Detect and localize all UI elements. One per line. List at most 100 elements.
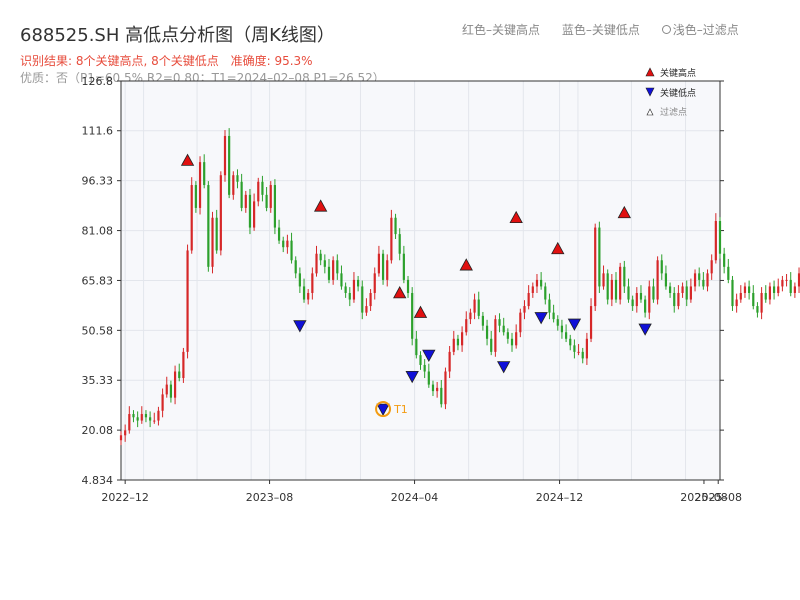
candle-body xyxy=(232,175,235,195)
candle-body xyxy=(198,162,202,208)
candle-body xyxy=(315,253,318,274)
candle-body xyxy=(656,260,659,300)
candle-body xyxy=(772,286,776,293)
candle-body xyxy=(693,273,697,287)
candle-body xyxy=(340,273,343,287)
candle-body xyxy=(702,279,705,287)
legend-low-label: 关键低点 xyxy=(660,87,696,99)
candle-body xyxy=(265,194,268,208)
legend-light-label: 浅色–过滤点 xyxy=(672,23,739,37)
candle-body xyxy=(336,260,339,274)
low-point-marker xyxy=(497,361,511,374)
legend-blue-text: 蓝色–关键低点 xyxy=(561,23,640,37)
candle-body xyxy=(136,417,139,421)
candle-body xyxy=(619,266,622,300)
accuracy-text: 准确度: 95.3% xyxy=(230,54,313,68)
candle-body xyxy=(610,279,613,300)
candle-body xyxy=(548,299,551,313)
candle-body xyxy=(627,286,630,300)
low-point-marker xyxy=(567,318,582,331)
candle-body xyxy=(469,312,472,320)
candle-body xyxy=(373,273,376,293)
candle-body xyxy=(456,338,460,346)
chart-title: 688525.SH 高低点分析图（周K线图） xyxy=(20,25,335,46)
candle-body xyxy=(560,325,564,333)
candle-body xyxy=(182,351,185,379)
candle-body xyxy=(248,194,252,228)
high-point-marker xyxy=(313,199,328,212)
candle-body xyxy=(598,227,601,287)
candle-body xyxy=(502,325,505,333)
candle-body xyxy=(485,325,489,339)
x-tick-label: 2022–12 xyxy=(101,491,149,504)
candle-body xyxy=(319,253,322,261)
high-point-marker xyxy=(509,210,523,224)
low-point-marker xyxy=(376,403,390,416)
header-legend: 红色–关键高点 蓝色–关键低点 浅色–过滤点 xyxy=(462,21,757,38)
y-tick-label: 126.8 xyxy=(82,75,114,88)
candle-body xyxy=(173,371,177,398)
low-point-marker xyxy=(293,320,307,333)
x-tick-label: 2023–08 xyxy=(246,491,294,504)
legend-low-icon xyxy=(645,87,655,97)
legend-filtered-label: 过滤点 xyxy=(660,106,687,118)
candle-body xyxy=(523,306,526,313)
candle-body xyxy=(535,279,539,287)
candle-body xyxy=(365,306,368,313)
low-point-marker xyxy=(534,312,548,325)
candle-body xyxy=(394,217,397,235)
candle-body xyxy=(714,221,717,261)
candle-body xyxy=(402,253,405,280)
candle-body xyxy=(727,266,730,280)
legend-light-text: 浅色–过滤点 xyxy=(661,23,739,37)
candle-body xyxy=(223,135,227,176)
candle-body xyxy=(631,299,634,307)
candle-body xyxy=(706,273,709,287)
candle-body xyxy=(228,135,231,195)
candle-body xyxy=(585,338,588,359)
candle-body xyxy=(577,351,580,353)
legend-filtered-icon xyxy=(646,108,654,116)
candle-body xyxy=(436,387,439,392)
y-tick-label: 35.33 xyxy=(82,374,114,387)
candle-body xyxy=(664,273,668,287)
candle-body xyxy=(377,253,381,274)
high-point-marker xyxy=(551,241,565,255)
high-point-marker xyxy=(180,153,195,166)
candle-body xyxy=(564,332,568,339)
candle-body xyxy=(760,292,763,313)
candle-body xyxy=(298,273,301,287)
high-point-marker xyxy=(393,286,407,299)
candle-body xyxy=(789,279,792,293)
candle-body xyxy=(544,286,547,300)
candle-body xyxy=(332,260,335,280)
candle-body xyxy=(327,266,331,280)
candle-body xyxy=(240,181,243,208)
candle-body xyxy=(144,414,148,418)
result-text: 识别结果: 8个关键高点, 8个关键低点 xyxy=(20,54,219,68)
candle-body xyxy=(569,338,572,346)
candle-body xyxy=(211,217,214,267)
candle-body xyxy=(357,279,360,287)
candle-body xyxy=(527,292,530,307)
y-tick-label: 20.08 xyxy=(82,424,114,437)
candle-body xyxy=(348,292,351,300)
y-tick-label: 96.33 xyxy=(82,175,114,188)
legend-red-text: 红色–关键高点 xyxy=(462,23,541,37)
x-tick-label: 2024–12 xyxy=(536,491,584,504)
candle-body xyxy=(718,221,722,254)
candle-body xyxy=(269,185,272,208)
candle-body xyxy=(381,253,385,280)
candle-body xyxy=(411,292,414,339)
candle-body xyxy=(739,292,742,300)
y-tick-label: 81.08 xyxy=(82,225,114,238)
candle-body xyxy=(128,414,131,431)
candle-body xyxy=(444,371,447,405)
candle-body xyxy=(361,286,364,313)
candle-body xyxy=(186,250,189,352)
candle-body xyxy=(194,185,197,208)
candle-body xyxy=(677,292,680,307)
candle-body xyxy=(648,286,651,313)
candle-body xyxy=(490,338,493,352)
